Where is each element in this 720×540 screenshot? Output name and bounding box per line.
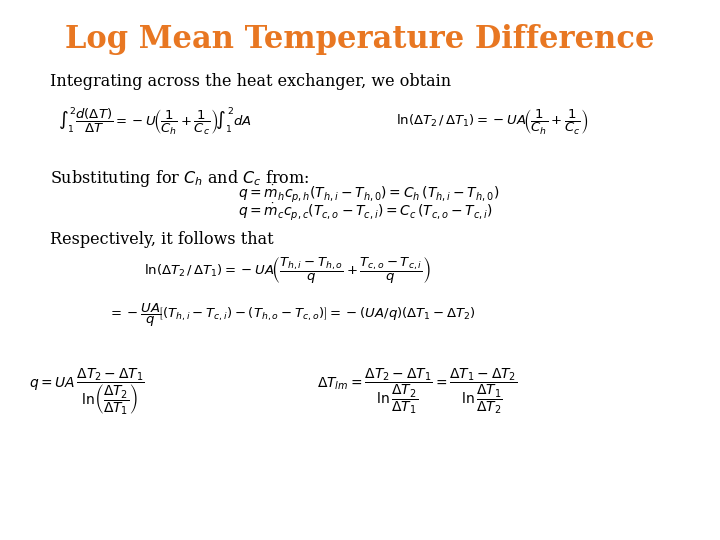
Text: Substituting for $C_h$ and $C_c$ from:: Substituting for $C_h$ and $C_c$ from: <box>50 168 310 190</box>
Text: $q = \dot{m}_h c_{p,h}(T_{h,i} - T_{h,0}) = C_h\,(T_{h,i} - T_{h,0})$: $q = \dot{m}_h c_{p,h}(T_{h,i} - T_{h,0}… <box>238 183 499 204</box>
Text: $\Delta T_{lm} = \dfrac{\Delta T_2 - \Delta T_1}{\ln\dfrac{\Delta T_2}{\Delta T_: $\Delta T_{lm} = \dfrac{\Delta T_2 - \De… <box>317 367 518 416</box>
Text: Integrating across the heat exchanger, we obtain: Integrating across the heat exchanger, w… <box>50 73 451 90</box>
Text: Respectively, it follows that: Respectively, it follows that <box>50 231 274 248</box>
Text: $\ln(\Delta T_2\,/\,\Delta T_1) = -UA\!\left(\dfrac{T_{h,i}-T_{h,o}}{q}+\dfrac{T: $\ln(\Delta T_2\,/\,\Delta T_1) = -UA\!\… <box>144 255 431 285</box>
Text: $= -\dfrac{UA}{q}\!\left[(T_{h,i}-T_{c,i})-(T_{h,o}-T_{c,o})\right] = -(UA/q)(\D: $= -\dfrac{UA}{q}\!\left[(T_{h,i}-T_{c,i… <box>108 302 476 329</box>
Text: $q = UA\,\dfrac{\Delta T_2 - \Delta T_1}{\ln\!\left(\dfrac{\Delta T_2}{\Delta T_: $q = UA\,\dfrac{\Delta T_2 - \Delta T_1}… <box>29 366 145 417</box>
Text: $\int_1^2 \dfrac{d(\Delta T)}{\Delta T} = -U\!\left(\dfrac{1}{C_h}+\dfrac{1}{C_c: $\int_1^2 \dfrac{d(\Delta T)}{\Delta T} … <box>58 105 251 138</box>
Text: Log Mean Temperature Difference: Log Mean Temperature Difference <box>66 24 654 55</box>
Text: $\ln(\Delta T_2\,/\,\Delta T_1) = -UA\!\left(\dfrac{1}{C_h}+\dfrac{1}{C_c}\right: $\ln(\Delta T_2\,/\,\Delta T_1) = -UA\!\… <box>396 107 588 136</box>
Text: $q = \dot{m}_c c_{p,c}(T_{c,o} - T_{c,i}) = C_c\,(T_{c,o} - T_{c,i})$: $q = \dot{m}_c c_{p,c}(T_{c,o} - T_{c,i}… <box>238 201 492 222</box>
